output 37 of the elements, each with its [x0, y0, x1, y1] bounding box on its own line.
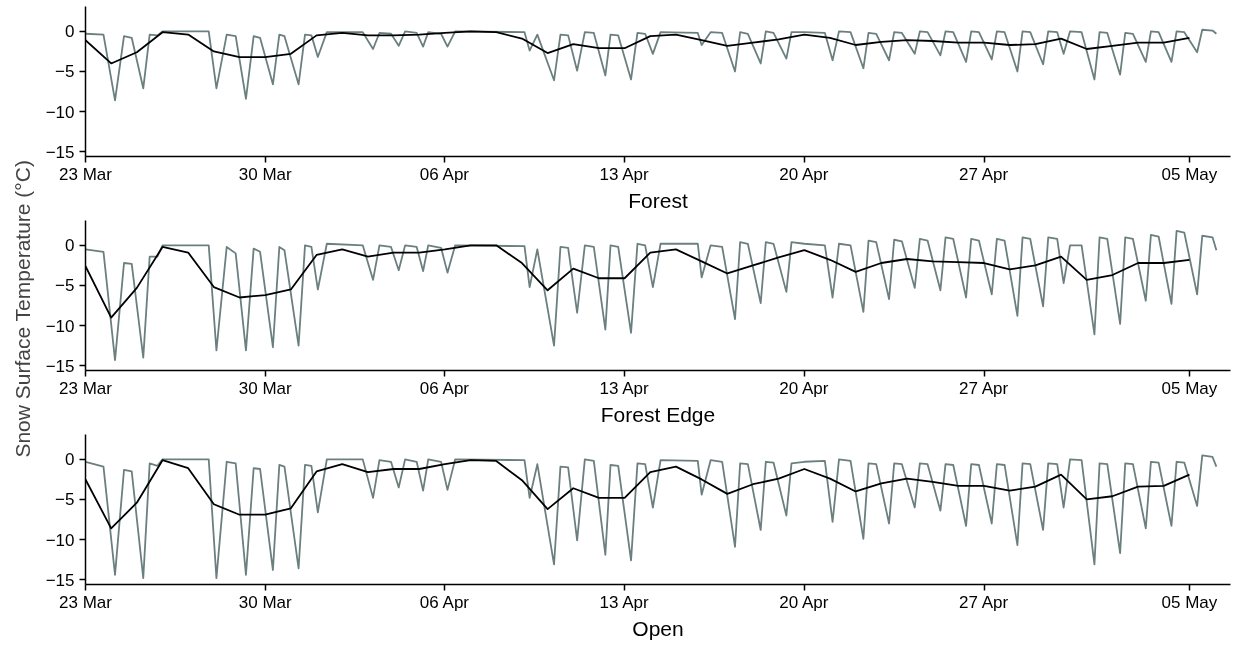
y-tick-label: −10 [45, 530, 75, 550]
y-axis-title: Snow Surface Temperature (°C) [11, 160, 34, 458]
x-tick-label: 06 Apr [419, 592, 470, 612]
y-tick-label: 0 [65, 236, 75, 256]
x-tick-label: 30 Mar [238, 378, 292, 398]
x-tick-label: 13 Apr [599, 592, 650, 612]
x-tick-label: 05 May [1161, 378, 1218, 398]
x-tick-label: 27 Apr [959, 378, 1009, 398]
y-tick-label: −5 [55, 490, 75, 510]
x-tick-label: 23 Mar [59, 378, 113, 398]
x-axis-title: Forest [628, 188, 688, 212]
y-tick-label: −10 [45, 102, 75, 122]
y-tick-label: −15 [45, 142, 75, 162]
x-axis-title: Open [632, 616, 684, 640]
x-tick-label: 13 Apr [599, 378, 650, 398]
x-tick-label: 27 Apr [959, 164, 1009, 184]
x-tick-label: 20 Apr [779, 164, 829, 184]
y-tick-label: −5 [55, 276, 75, 296]
y-tick-label: −15 [45, 570, 75, 590]
x-tick-label: 23 Mar [59, 164, 113, 184]
x-tick-label: 06 Apr [419, 164, 470, 184]
x-tick-label: 06 Apr [419, 378, 470, 398]
x-axis-title: Forest Edge [600, 402, 716, 426]
y-tick-label: −10 [45, 316, 75, 336]
y-tick-label: −5 [55, 62, 75, 82]
y-tick-label: 0 [65, 450, 75, 470]
x-tick-label: 05 May [1161, 164, 1218, 184]
x-tick-label: 23 Mar [59, 592, 113, 612]
x-tick-label: 30 Mar [238, 164, 292, 184]
x-tick-label: 13 Apr [599, 164, 650, 184]
y-tick-label: −15 [45, 356, 75, 376]
x-tick-label: 20 Apr [779, 378, 829, 398]
x-tick-label: 20 Apr [779, 592, 829, 612]
x-tick-label: 27 Apr [959, 592, 1009, 612]
x-tick-label: 30 Mar [238, 592, 292, 612]
x-tick-label: 05 May [1161, 592, 1218, 612]
y-tick-label: 0 [65, 22, 75, 42]
